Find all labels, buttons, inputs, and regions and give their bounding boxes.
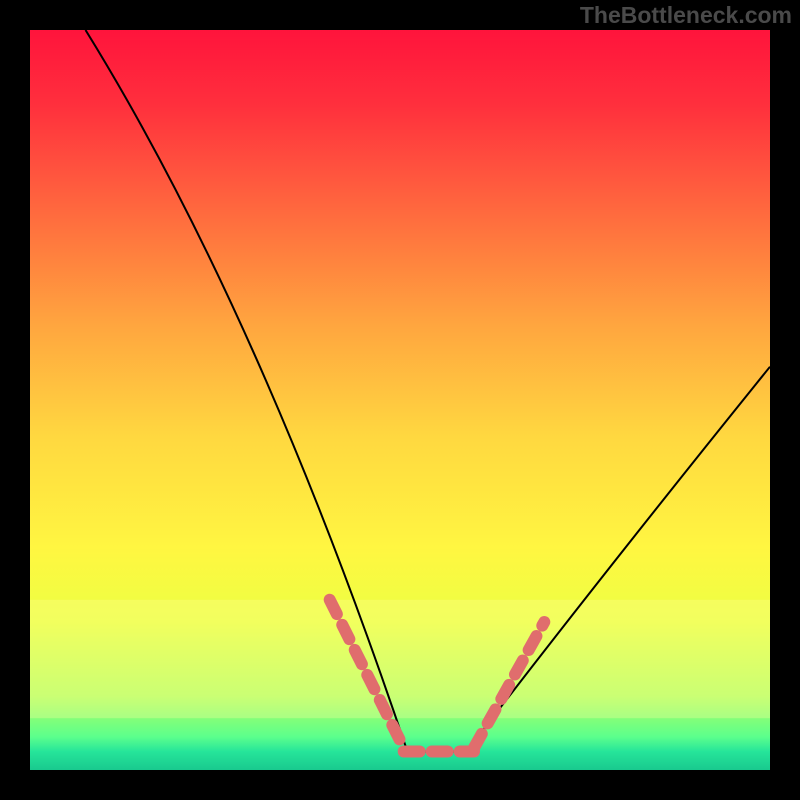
bottleneck-chart: [0, 0, 800, 800]
acceptable-range-band: [30, 600, 770, 718]
watermark-text: TheBottleneck.com: [580, 2, 792, 29]
